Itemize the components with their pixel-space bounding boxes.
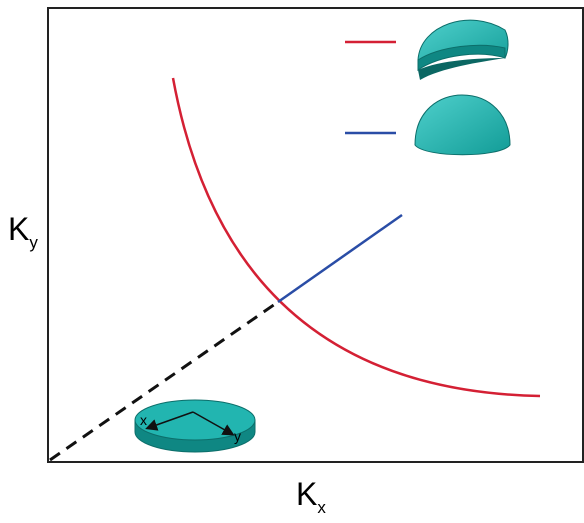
x-axis-sub: x bbox=[317, 498, 326, 517]
dome-icon bbox=[415, 95, 510, 155]
y-axis-sub: y bbox=[29, 233, 38, 252]
shell-icon bbox=[418, 20, 508, 80]
y-axis-main: K bbox=[8, 211, 29, 247]
diagram: x y Ky Kx bbox=[0, 0, 584, 523]
disk-x-label: x bbox=[140, 412, 147, 428]
x-axis-label: Kx bbox=[296, 476, 326, 517]
disk-icon: x y bbox=[135, 400, 255, 452]
disk-y-label: y bbox=[234, 428, 241, 444]
x-axis-main: K bbox=[296, 476, 317, 512]
blue-line bbox=[278, 215, 402, 302]
y-axis-label: Ky bbox=[8, 211, 38, 252]
